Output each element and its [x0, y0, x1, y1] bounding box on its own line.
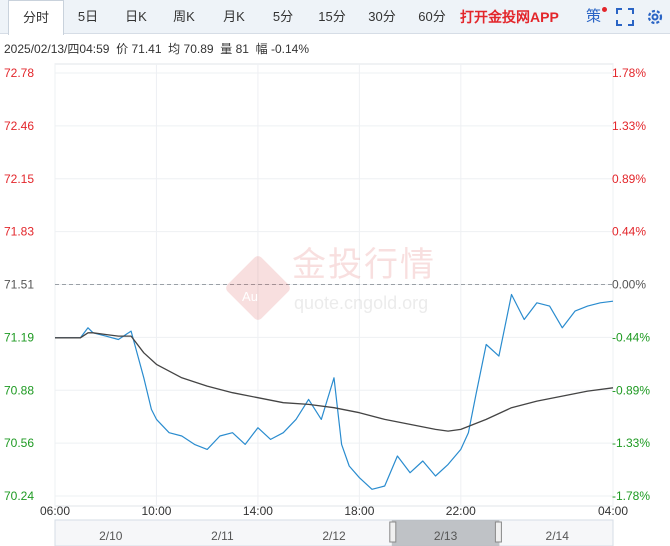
tab-7[interactable]: 30分: [368, 9, 396, 24]
time-tick-label: 18:00: [344, 504, 374, 518]
percent-tick-label: 1.33%: [612, 119, 646, 133]
watermark-logo-text: Au: [242, 289, 258, 304]
open-app-link[interactable]: 打开金投网APP: [460, 9, 559, 25]
navigator-date-label: 2/12: [322, 529, 346, 543]
watermark-name: 金投行情: [292, 246, 436, 284]
tab-2[interactable]: 日K: [125, 9, 147, 24]
tab-6[interactable]: 15分: [318, 9, 346, 24]
time-tick-label: 10:00: [141, 504, 171, 518]
tab-8[interactable]: 60分: [418, 9, 446, 24]
price-tick-label: 70.24: [4, 489, 34, 503]
time-tick-label: 22:00: [446, 504, 476, 518]
avg-line: [55, 332, 614, 432]
info-datetime: 2025/02/13/四04:59: [4, 42, 110, 56]
tab-1[interactable]: 5日: [77, 9, 99, 24]
watermark: Au 金投行情 quote.cngold.org: [226, 246, 436, 320]
time-tick-label: 04:00: [598, 504, 628, 518]
navigator-date-label: 2/14: [546, 529, 570, 543]
time-axis: 06:00 10:00 14:00 18:00 22:00 04:00: [40, 504, 628, 518]
info-volume-label: 量: [220, 42, 233, 56]
quote-info-bar: 2025/02/13/四04:59 价 71.41 均 70.89 量 81 幅…: [4, 40, 309, 57]
tab-5[interactable]: 5分: [272, 9, 294, 24]
tab-4[interactable]: 月K: [223, 9, 245, 24]
price-tick-label: 72.46: [4, 119, 34, 133]
info-volume: 81: [235, 42, 249, 56]
price-tick-label: 72.15: [4, 172, 34, 186]
period-tab-bar: 分时 5日 日K 周K 月K 5分 15分 30分 60分 打开金投网APP 策: [0, 0, 670, 35]
time-tick-label: 06:00: [40, 504, 70, 518]
percent-tick-label: 0.00%: [612, 278, 646, 292]
price-tick-label: 72.78: [4, 66, 34, 80]
info-price: 71.41: [131, 42, 162, 56]
fullscreen-icon[interactable]: [615, 7, 635, 27]
price-tick-label: 71.51: [4, 278, 34, 292]
percent-tick-label: -1.78%: [612, 489, 650, 503]
price-tick-label: 70.56: [4, 436, 34, 450]
range-navigator[interactable]: 2/10 2/11 2/12 2/13 2/14: [54, 519, 614, 546]
info-price-label: 价: [116, 42, 129, 56]
percent-axis: 1.78% 1.33% 0.89% 0.44% 0.00% -0.44% -0.89% -1.…: [612, 66, 650, 503]
tab-3[interactable]: 周K: [173, 9, 195, 24]
info-avg: 70.89: [183, 42, 214, 56]
navigator-selection: [391, 520, 500, 546]
navigator-handle-left: [389, 521, 397, 543]
percent-tick-label: -1.33%: [612, 436, 650, 450]
price-tick-label: 71.19: [4, 330, 34, 344]
navigator-date-label: 2/10: [99, 529, 123, 543]
price-axis: 72.78 72.46 72.15 71.83 71.51 71.19 70.88 70.56…: [4, 66, 34, 503]
tab-0[interactable]: 分时: [8, 0, 64, 35]
navigator-handle-right: [494, 521, 502, 543]
time-tick-label: 14:00: [243, 504, 273, 518]
info-change: -0.14%: [270, 42, 310, 56]
settings-icon[interactable]: [645, 7, 665, 27]
price-tick-label: 71.83: [4, 225, 34, 239]
percent-tick-label: -0.89%: [612, 383, 650, 397]
navigator-track: [54, 519, 614, 546]
strategy-button[interactable]: 策: [586, 8, 602, 25]
navigator-date-label: 2/11: [211, 529, 234, 543]
price-tick-label: 70.88: [4, 383, 34, 397]
price-line: [55, 293, 614, 490]
info-avg-label: 均: [168, 42, 181, 56]
notification-dot: [602, 7, 607, 12]
percent-tick-label: -0.44%: [612, 330, 650, 344]
navigator-date-label: 2/13: [434, 529, 458, 543]
series-layer: [55, 293, 614, 490]
percent-tick-label: 0.89%: [612, 172, 646, 186]
percent-tick-label: 0.44%: [612, 225, 646, 239]
watermark-url: quote.cngold.org: [294, 293, 428, 313]
percent-tick-label: 1.78%: [612, 66, 646, 80]
info-change-label: 幅: [255, 42, 268, 56]
chart-grid: [54, 63, 614, 507]
